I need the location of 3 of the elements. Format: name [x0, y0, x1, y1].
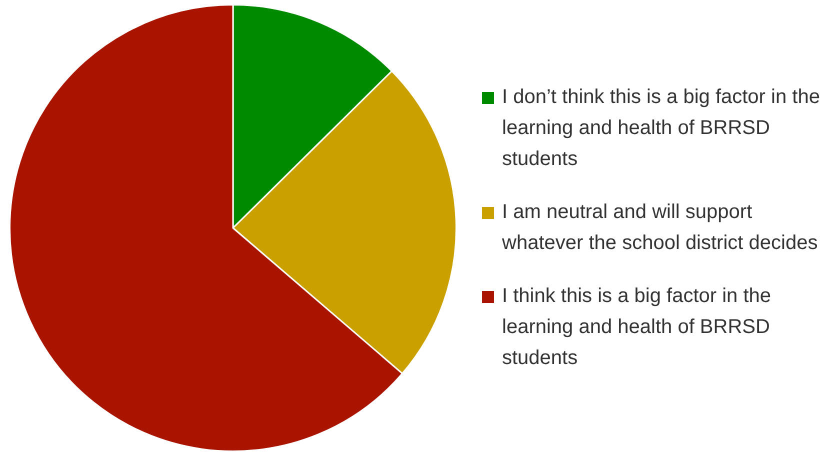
legend-label: I think this is a big factor in the learning and health of BRRSD students [502, 284, 772, 371]
legend-label: I don’t think this is a big factor in the learning and health of BRRSD students [502, 85, 821, 172]
legend-label: I am neutral and will support whatever the school district decides [502, 200, 819, 256]
